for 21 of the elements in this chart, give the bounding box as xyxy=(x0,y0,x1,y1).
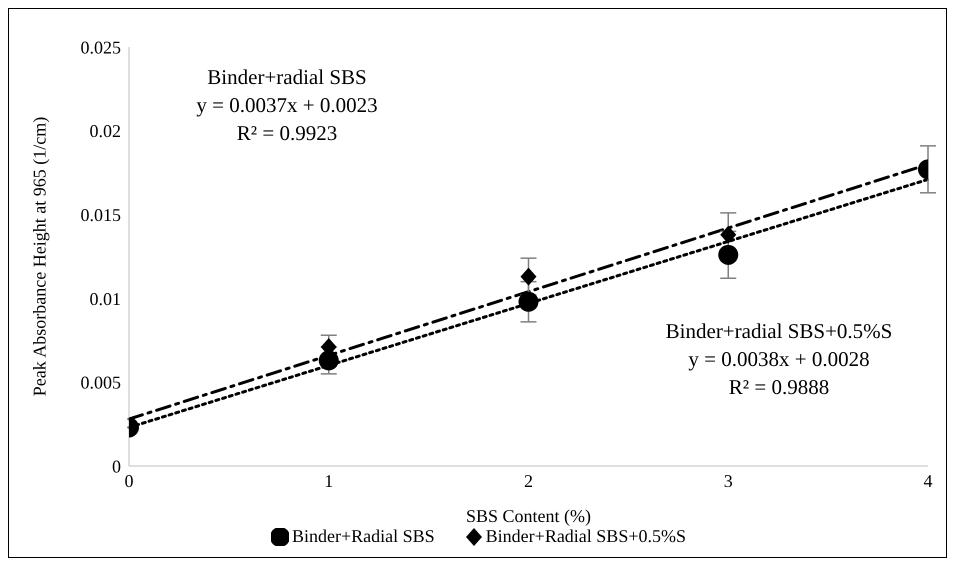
y-tick-label: 0.015 xyxy=(80,204,121,225)
x-tick-label: 4 xyxy=(924,470,932,491)
annotation: y = 0.0038x + 0.0028 xyxy=(688,347,870,372)
annotation: Binder+radial SBS xyxy=(207,65,367,90)
x-tick-label: 2 xyxy=(524,470,533,491)
legend-label: Binder+Radial SBS xyxy=(292,526,435,547)
x-axis-title: SBS Content (%) xyxy=(466,506,592,526)
y-tick-label: 0.025 xyxy=(80,37,121,58)
y-axis-title: Peak Absorbance Height at 965 (1/cm) xyxy=(29,116,50,396)
x-tick-label: 1 xyxy=(324,470,334,491)
x-tick-label: 3 xyxy=(724,470,733,491)
x-tick-label: 0 xyxy=(124,470,134,491)
annotation: R² = 0.9888 xyxy=(728,375,830,400)
legend-label: Binder+Radial SBS+0.5%S xyxy=(486,526,686,547)
annotation: y = 0.0037x + 0.0023 xyxy=(196,93,378,118)
y-tick-label: 0 xyxy=(112,456,121,476)
y-tick-label: 0.02 xyxy=(90,121,121,142)
annotation: Binder+radial SBS+0.5%S xyxy=(666,319,892,344)
annotation: R² = 0.9923 xyxy=(236,121,338,146)
y-tick-label: 0.005 xyxy=(80,372,121,393)
y-tick-label: 0.01 xyxy=(90,288,121,309)
